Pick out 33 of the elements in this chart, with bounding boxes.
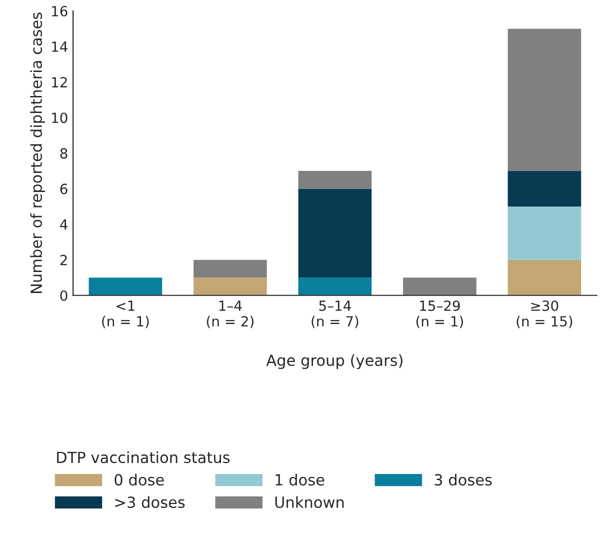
y-tick-label: 14 bbox=[52, 42, 68, 52]
y-tick-label: 16 bbox=[52, 6, 68, 16]
y-tick-label: 4 bbox=[60, 219, 68, 230]
x-tick-label: <1 (n = 1) bbox=[102, 300, 149, 328]
bar bbox=[194, 278, 267, 296]
legend-label: Unknown bbox=[275, 496, 344, 508]
legend-label: >3 doses bbox=[115, 496, 185, 508]
y-tick-label: 8 bbox=[60, 148, 68, 159]
y-tick-label: 10 bbox=[52, 112, 68, 124]
bar bbox=[298, 188, 372, 278]
bar bbox=[403, 278, 476, 296]
legend-label: 0 dose bbox=[114, 474, 164, 486]
x-tick-label: 1–4 (n = 2) bbox=[206, 300, 254, 328]
x-tick-label: ≥30 (n = 15) bbox=[516, 300, 572, 328]
legend-label: 3 doses bbox=[434, 474, 492, 486]
bar bbox=[508, 206, 582, 260]
x-axis-title: Age group (years) bbox=[266, 354, 402, 370]
bar bbox=[508, 170, 582, 206]
bar bbox=[88, 278, 162, 296]
bar bbox=[298, 278, 372, 296]
bar bbox=[508, 28, 582, 171]
x-tick-label: 15–29 (n = 1) bbox=[416, 300, 463, 328]
y-tick-label: 0 bbox=[60, 290, 68, 301]
legend-label: 1 dose bbox=[276, 474, 324, 486]
bar bbox=[508, 260, 582, 296]
y-axis-title: Number of reported diphtheria cases bbox=[30, 12, 45, 293]
x-tick-label: 5–14 (n = 7) bbox=[312, 300, 358, 328]
bar bbox=[298, 170, 372, 189]
y-tick-label: 2 bbox=[60, 254, 67, 266]
legend-title: DTP vaccination status bbox=[57, 451, 230, 464]
bar bbox=[194, 260, 267, 278]
y-tick-label: 6 bbox=[60, 184, 68, 194]
y-tick-label: 12 bbox=[52, 77, 67, 88]
